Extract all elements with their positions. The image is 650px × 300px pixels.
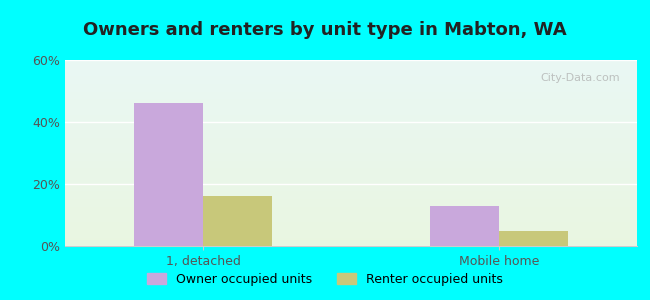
Bar <box>134 103 203 246</box>
Text: City-Data.com: City-Data.com <box>540 73 620 83</box>
Bar <box>499 230 568 246</box>
Bar <box>203 196 272 246</box>
Text: Owners and renters by unit type in Mabton, WA: Owners and renters by unit type in Mabto… <box>83 21 567 39</box>
Bar <box>430 206 499 246</box>
Legend: Owner occupied units, Renter occupied units: Owner occupied units, Renter occupied un… <box>142 268 508 291</box>
